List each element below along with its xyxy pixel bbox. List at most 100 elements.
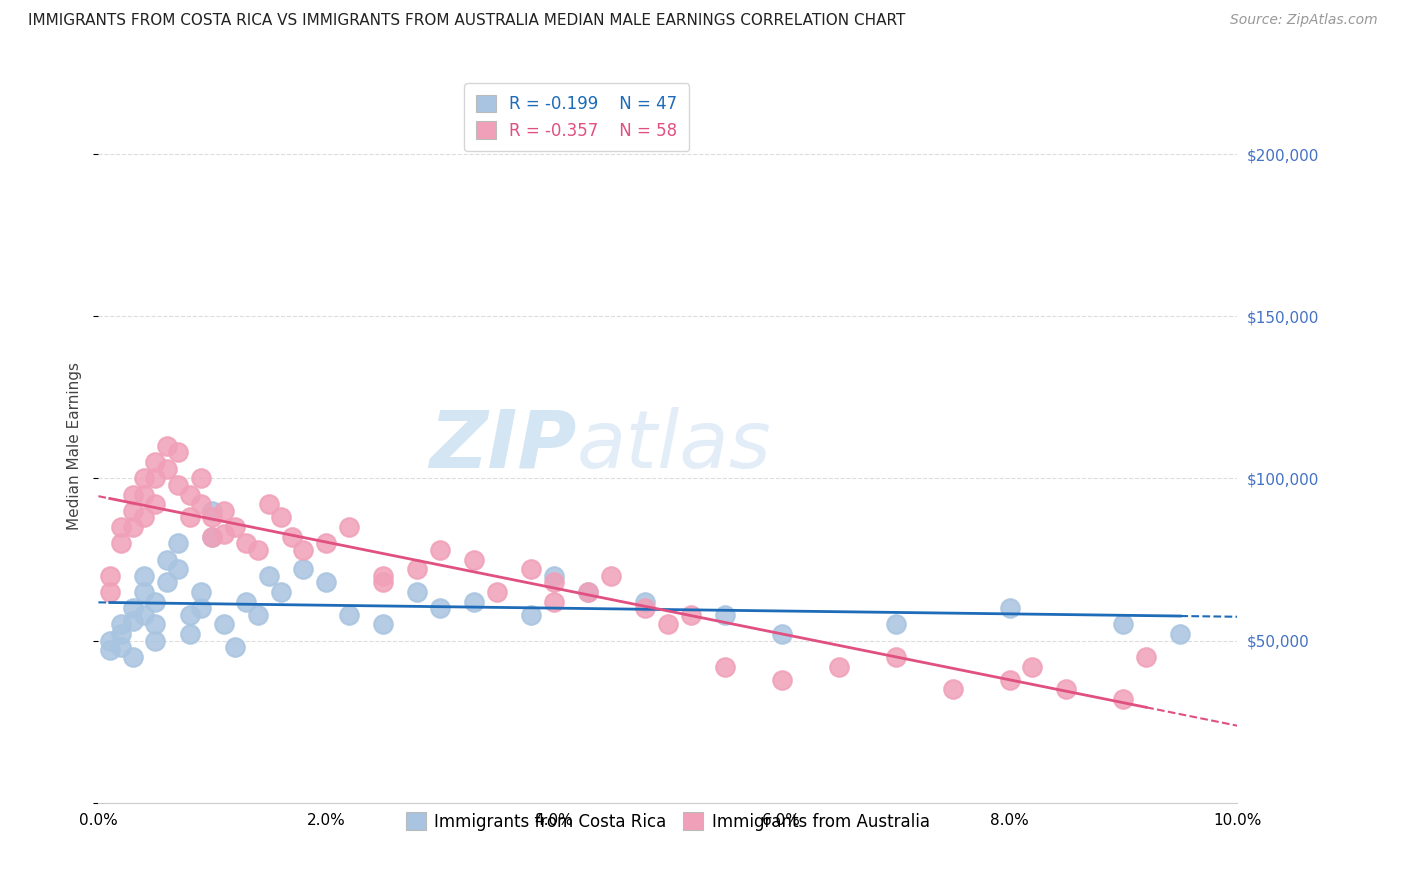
- Point: [121, 520, 143, 534]
- Point: [167, 478, 190, 492]
- Point: [235, 595, 257, 609]
- Text: Source: ZipAtlas.com: Source: ZipAtlas.com: [1230, 13, 1378, 28]
- Point: [315, 575, 337, 590]
- Point: [657, 617, 679, 632]
- Point: [145, 497, 167, 511]
- Point: [520, 562, 543, 576]
- Point: [634, 601, 657, 615]
- Point: [132, 488, 155, 502]
- Point: [201, 530, 224, 544]
- Point: [373, 617, 395, 632]
- Point: [201, 504, 224, 518]
- Point: [212, 526, 235, 541]
- Point: [406, 585, 429, 599]
- Point: [246, 607, 269, 622]
- Point: [337, 520, 360, 534]
- Point: [679, 607, 702, 622]
- Point: [543, 575, 565, 590]
- Point: [179, 510, 201, 524]
- Point: [315, 536, 337, 550]
- Point: [167, 445, 190, 459]
- Point: [235, 536, 257, 550]
- Point: [156, 575, 179, 590]
- Point: [179, 627, 201, 641]
- Point: [429, 601, 451, 615]
- Point: [373, 575, 395, 590]
- Point: [121, 614, 143, 628]
- Point: [110, 520, 132, 534]
- Point: [714, 607, 737, 622]
- Point: [429, 542, 451, 557]
- Point: [190, 471, 212, 485]
- Point: [1056, 682, 1078, 697]
- Point: [1170, 627, 1192, 641]
- Point: [98, 568, 121, 582]
- Point: [463, 595, 485, 609]
- Point: [714, 659, 737, 673]
- Point: [132, 568, 155, 582]
- Point: [486, 585, 509, 599]
- Point: [1112, 617, 1135, 632]
- Point: [167, 562, 190, 576]
- Point: [406, 562, 429, 576]
- Point: [246, 542, 269, 557]
- Point: [770, 627, 793, 641]
- Point: [190, 585, 212, 599]
- Point: [942, 682, 965, 697]
- Point: [110, 627, 132, 641]
- Text: IMMIGRANTS FROM COSTA RICA VS IMMIGRANTS FROM AUSTRALIA MEDIAN MALE EARNINGS COR: IMMIGRANTS FROM COSTA RICA VS IMMIGRANTS…: [28, 13, 905, 29]
- Point: [463, 552, 485, 566]
- Point: [224, 640, 246, 654]
- Point: [110, 617, 132, 632]
- Point: [600, 568, 623, 582]
- Point: [145, 455, 167, 469]
- Point: [292, 542, 315, 557]
- Point: [828, 659, 851, 673]
- Point: [576, 585, 599, 599]
- Point: [167, 536, 190, 550]
- Y-axis label: Median Male Earnings: Median Male Earnings: [67, 362, 83, 530]
- Point: [121, 601, 143, 615]
- Point: [884, 649, 907, 664]
- Point: [373, 568, 395, 582]
- Point: [121, 649, 143, 664]
- Point: [634, 595, 657, 609]
- Point: [281, 530, 304, 544]
- Point: [201, 510, 224, 524]
- Point: [145, 617, 167, 632]
- Point: [998, 601, 1021, 615]
- Point: [212, 617, 235, 632]
- Point: [190, 497, 212, 511]
- Point: [212, 504, 235, 518]
- Point: [145, 471, 167, 485]
- Point: [156, 552, 179, 566]
- Point: [156, 439, 179, 453]
- Point: [270, 585, 292, 599]
- Point: [292, 562, 315, 576]
- Point: [1112, 692, 1135, 706]
- Point: [1021, 659, 1043, 673]
- Point: [132, 585, 155, 599]
- Point: [110, 640, 132, 654]
- Point: [884, 617, 907, 632]
- Point: [576, 585, 599, 599]
- Point: [121, 488, 143, 502]
- Point: [770, 673, 793, 687]
- Point: [132, 471, 155, 485]
- Text: ZIP: ZIP: [429, 407, 576, 485]
- Point: [145, 595, 167, 609]
- Point: [98, 585, 121, 599]
- Point: [132, 510, 155, 524]
- Point: [337, 607, 360, 622]
- Point: [543, 595, 565, 609]
- Point: [98, 643, 121, 657]
- Point: [98, 633, 121, 648]
- Point: [110, 536, 132, 550]
- Text: atlas: atlas: [576, 407, 772, 485]
- Point: [190, 601, 212, 615]
- Point: [543, 568, 565, 582]
- Point: [1135, 649, 1157, 664]
- Point: [259, 497, 281, 511]
- Point: [179, 488, 201, 502]
- Point: [179, 607, 201, 622]
